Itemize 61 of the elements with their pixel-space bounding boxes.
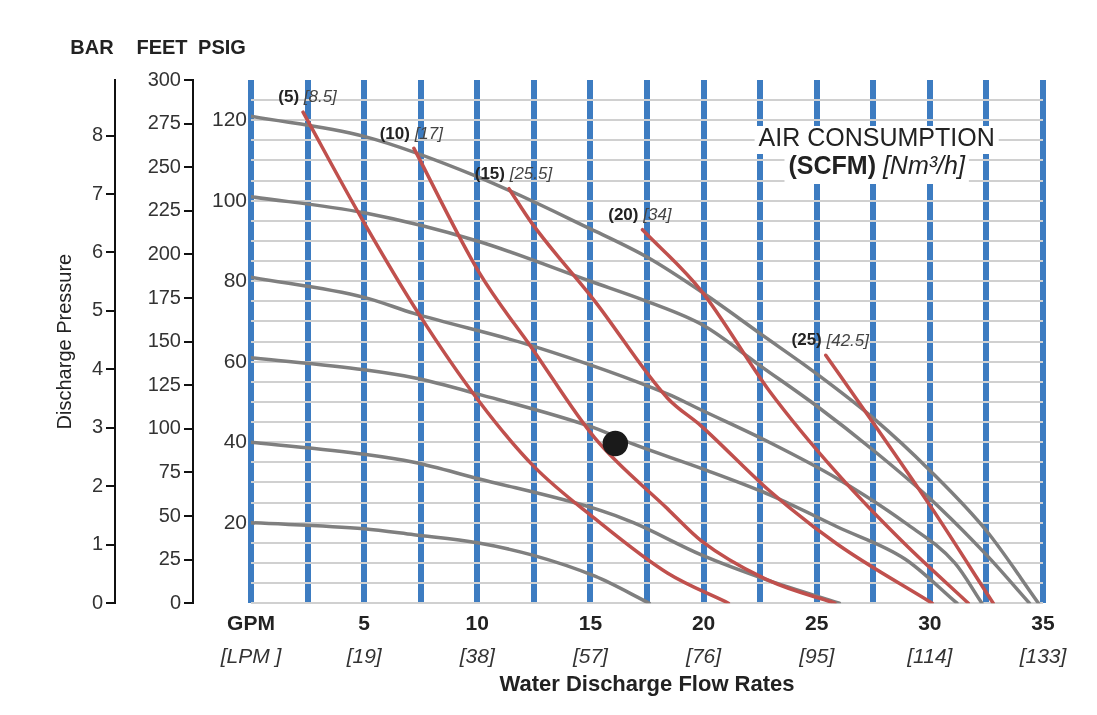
y2-tick-label: 225 bbox=[147, 198, 181, 221]
x-tick-label: 20 bbox=[691, 610, 716, 634]
y2-axis-title: FEET bbox=[136, 35, 188, 58]
y2-tick-label: 200 bbox=[147, 241, 181, 264]
y2-tick-label: 75 bbox=[158, 459, 181, 482]
y2-tick-label: 25 bbox=[158, 547, 181, 570]
x2-tick-label: [76] bbox=[685, 643, 723, 667]
y3-tick-label: 0 bbox=[91, 590, 103, 613]
line-series bbox=[251, 520, 652, 604]
y-tick-label: 20 bbox=[223, 509, 247, 533]
text: Discharge Pressure bbox=[52, 253, 75, 430]
y2-tick-label: 100 bbox=[147, 416, 181, 439]
x2-tick-label: [LPM ] bbox=[219, 643, 283, 667]
y2-tick-label: 50 bbox=[158, 503, 181, 526]
y-tick-label: 100 bbox=[211, 187, 247, 211]
series-label: (25) [42.5] bbox=[791, 330, 871, 350]
y3-tick-label: 5 bbox=[91, 298, 103, 321]
y3-tick-label: 3 bbox=[91, 415, 103, 438]
y3-tick-label: 2 bbox=[91, 473, 103, 496]
line-series bbox=[824, 353, 995, 604]
x2-tick-label: [57] bbox=[571, 643, 610, 667]
y2-tick-label: 300 bbox=[147, 67, 181, 90]
x-tick-label: 25 bbox=[805, 610, 829, 634]
line-series bbox=[301, 110, 731, 604]
x2-tick-label: [19] bbox=[345, 643, 383, 667]
x-tick-label: 5 bbox=[358, 610, 371, 634]
line-series bbox=[507, 186, 934, 604]
x2-tick-label: [95] bbox=[798, 643, 836, 667]
y3-tick-label: 8 bbox=[91, 123, 103, 146]
y-tick-label: 40 bbox=[223, 429, 247, 453]
y-tick-label: 80 bbox=[223, 268, 247, 292]
line-series bbox=[251, 114, 1041, 604]
x-axis-title: Water Discharge Flow Rates bbox=[499, 670, 795, 696]
x-tick-label: 35 bbox=[1031, 610, 1055, 634]
y3-tick-label: 4 bbox=[91, 356, 103, 379]
y2-tick-label: 0 bbox=[169, 590, 181, 613]
x-tick-label: 10 bbox=[465, 610, 489, 634]
series-label: (5) [8.5] bbox=[278, 87, 339, 107]
y2-tick-label: 125 bbox=[147, 372, 181, 395]
y2-tick-label: 275 bbox=[147, 111, 181, 134]
y3-tick-label: 1 bbox=[91, 532, 103, 555]
y3-tick-label: 6 bbox=[91, 239, 103, 262]
x-tick-label: 15 bbox=[578, 610, 603, 634]
line-series bbox=[640, 227, 971, 604]
x2-tick-label: [133] bbox=[1018, 643, 1068, 667]
line-series bbox=[251, 194, 1032, 604]
x-tick-label: GPM bbox=[227, 610, 275, 634]
x2-tick-label: [38] bbox=[458, 643, 496, 667]
y3-axis-title: BAR bbox=[70, 35, 115, 58]
y2-tick-label: 175 bbox=[147, 285, 181, 308]
y-tick-label: 60 bbox=[223, 348, 247, 372]
y3-tick-label: 7 bbox=[91, 181, 103, 204]
y2-tick-label: 250 bbox=[147, 154, 181, 177]
line-series bbox=[251, 275, 984, 604]
annotation: AIR CONSUMPTION (SCFM) [Nm³/h] bbox=[758, 123, 995, 180]
line-series bbox=[251, 355, 959, 604]
y2-tick-label: 150 bbox=[147, 329, 181, 352]
x2-tick-label: [114] bbox=[906, 643, 954, 667]
y-tick-label: 120 bbox=[211, 107, 247, 131]
x-tick-label: 30 bbox=[918, 610, 942, 634]
y-axis-title: PSIG bbox=[198, 35, 246, 58]
